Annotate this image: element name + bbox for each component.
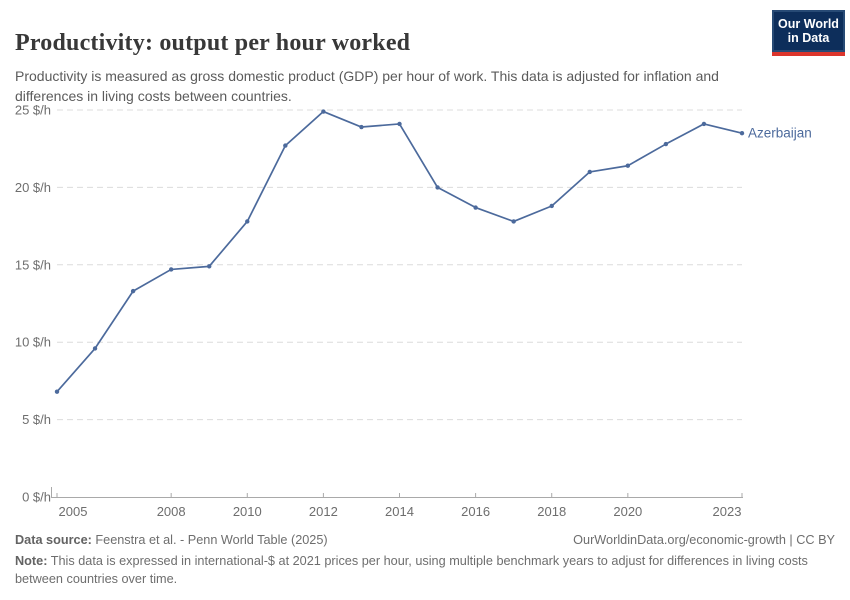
data-point[interactable]: [397, 121, 402, 127]
data-point[interactable]: [625, 163, 631, 168]
owid-logo-line1: Our World: [778, 16, 839, 31]
data-point[interactable]: [587, 169, 592, 175]
data-point[interactable]: [473, 205, 478, 210]
x-tick-label: 2016: [461, 504, 490, 519]
owid-license-link[interactable]: OurWorldinData.org/economic-growth | CC …: [573, 533, 835, 547]
data-point[interactable]: [663, 141, 669, 147]
x-tick-label: 2005: [59, 504, 88, 519]
data-point[interactable]: [359, 124, 364, 130]
x-tick-label: 2018: [537, 504, 566, 519]
x-tick-label: 2014: [385, 504, 414, 519]
y-tick-label: 5 $/h: [22, 412, 51, 427]
data-point[interactable]: [283, 143, 288, 148]
data-source-label: Data source:: [15, 533, 92, 547]
data-point[interactable]: [168, 267, 174, 272]
note-text: This data is expressed in international-…: [15, 554, 808, 587]
footer: Data source: Feenstra et al. - Penn Worl…: [15, 531, 835, 588]
data-point[interactable]: [92, 346, 98, 351]
data-point[interactable]: [207, 264, 212, 269]
data-point[interactable]: [435, 185, 440, 190]
x-tick-label: 2010: [233, 504, 262, 519]
data-source: Data source: Feenstra et al. - Penn Worl…: [15, 531, 328, 549]
data-point[interactable]: [739, 131, 745, 136]
data-line[interactable]: [56, 110, 743, 393]
x-tick-label: 2008: [157, 504, 186, 519]
data-point[interactable]: [245, 219, 250, 224]
x-tick-label: 2023: [713, 504, 742, 519]
owid-logo-line2: in Data: [787, 31, 830, 45]
x-tick-label: 2012: [309, 504, 338, 519]
note-label: Note:: [15, 554, 48, 569]
footer-note: Note: This data is expressed in internat…: [15, 552, 835, 588]
y-tick-label: 10 $/h: [15, 335, 51, 350]
series-end-label[interactable]: Azerbaijan: [748, 126, 812, 141]
data-point[interactable]: [549, 203, 554, 209]
y-tick-label: 15 $/h: [15, 257, 51, 272]
data-point[interactable]: [321, 109, 326, 114]
x-tick-label: 2020: [613, 504, 642, 519]
data-source-text: Feenstra et al. - Penn World Table (2025…: [95, 533, 328, 547]
chart-subtitle: Productivity is measured as gross domest…: [15, 68, 719, 105]
y-tick-label: 20 $/h: [15, 180, 51, 195]
data-point[interactable]: [511, 219, 516, 224]
y-tick-label: 25 $/h: [15, 103, 51, 118]
data-point[interactable]: [701, 121, 707, 127]
owid-logo[interactable]: Our World in Data: [772, 10, 845, 56]
y-tick-label: 0 $/h: [22, 490, 51, 505]
data-point[interactable]: [130, 288, 136, 294]
page-title: Productivity: output per hour worked: [15, 30, 411, 57]
data-point[interactable]: [54, 389, 60, 394]
